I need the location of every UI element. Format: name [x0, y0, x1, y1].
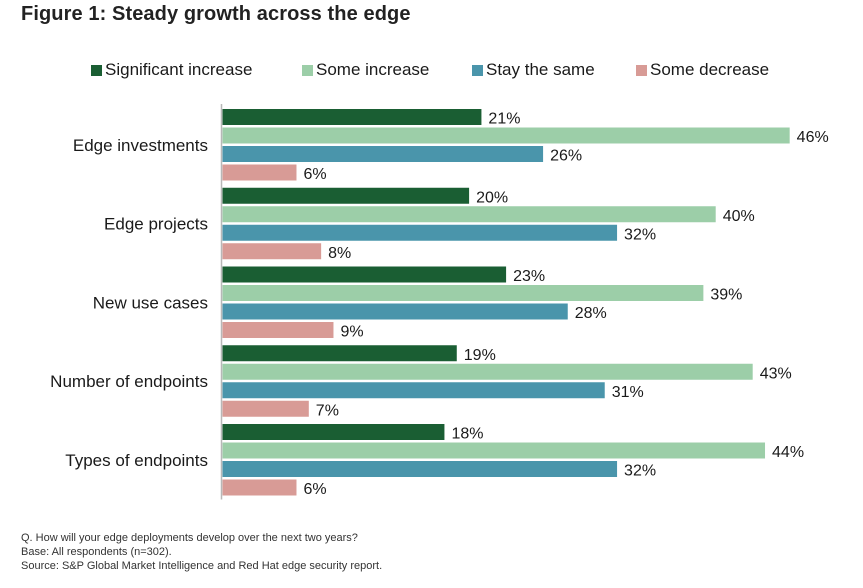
legend-item-significant-increase: Significant increase — [91, 60, 252, 80]
data-label: 23% — [513, 268, 545, 285]
data-label: 32% — [624, 226, 656, 243]
data-label: 40% — [723, 208, 755, 225]
data-label: 8% — [328, 245, 351, 262]
data-label: 9% — [340, 324, 363, 341]
bar — [222, 206, 716, 223]
legend-swatch — [472, 64, 483, 76]
legend-label: Some decrease — [650, 60, 770, 79]
legend-swatch — [302, 64, 313, 76]
legend-swatch — [91, 64, 102, 76]
legend-item-stay-the-same: Stay the same — [472, 60, 595, 80]
data-label: 18% — [451, 426, 483, 443]
data-label: 19% — [464, 347, 496, 364]
data-label: 6% — [303, 166, 326, 183]
data-label: 21% — [488, 111, 520, 128]
bar — [222, 127, 790, 144]
bar — [222, 146, 544, 162]
legend-swatch — [636, 64, 647, 76]
footnote-source: Source: S&P Global Market Intelligence a… — [21, 560, 383, 572]
data-label: 44% — [772, 444, 804, 461]
data-label: 46% — [797, 129, 829, 146]
footnote-base: Base: All respondents (n=302). — [21, 546, 172, 558]
bar — [222, 187, 470, 204]
bar — [222, 164, 297, 181]
footnote-question: Q. How will your edge deployments develo… — [21, 532, 358, 544]
chart-title: Figure 1: Steady growth across the edge — [21, 3, 411, 25]
bar — [222, 224, 618, 241]
bar — [222, 345, 457, 362]
bar — [222, 479, 297, 496]
category-label: Number of endpoints — [50, 372, 208, 391]
bar — [222, 424, 445, 440]
legend-item-some-decrease: Some decrease — [636, 60, 769, 80]
bar — [222, 266, 507, 283]
bar — [222, 109, 482, 125]
bar — [222, 285, 704, 301]
bar — [222, 243, 322, 260]
data-label: 43% — [760, 365, 792, 382]
bar — [222, 442, 766, 459]
bar — [222, 303, 568, 320]
data-label: 32% — [624, 463, 656, 480]
data-label: 39% — [710, 287, 742, 304]
data-label: 7% — [316, 402, 339, 419]
data-label: 26% — [550, 148, 582, 165]
legend-label: Significant increase — [105, 60, 253, 79]
data-label: 28% — [575, 305, 607, 322]
legend-item-some-increase: Some increase — [302, 60, 429, 80]
data-label: 31% — [612, 384, 644, 401]
category-label: Edge investments — [73, 136, 208, 155]
category-label: New use cases — [93, 293, 208, 312]
data-label: 6% — [303, 481, 326, 498]
bar — [222, 322, 334, 338]
data-label: 20% — [476, 189, 508, 206]
legend-label: Some increase — [316, 60, 430, 79]
legend-label: Stay the same — [486, 60, 595, 79]
bar — [222, 461, 618, 477]
bar — [222, 400, 309, 417]
category-label: Edge projects — [104, 215, 208, 234]
bar — [222, 382, 605, 399]
footnote: Q. How will your edge deployments develo… — [21, 531, 382, 573]
bar-chart: Edge investments 21% 46% 26% 6% Edge projects… — [50, 104, 829, 500]
bar — [222, 363, 753, 380]
category-label: Types of endpoints — [65, 451, 208, 470]
